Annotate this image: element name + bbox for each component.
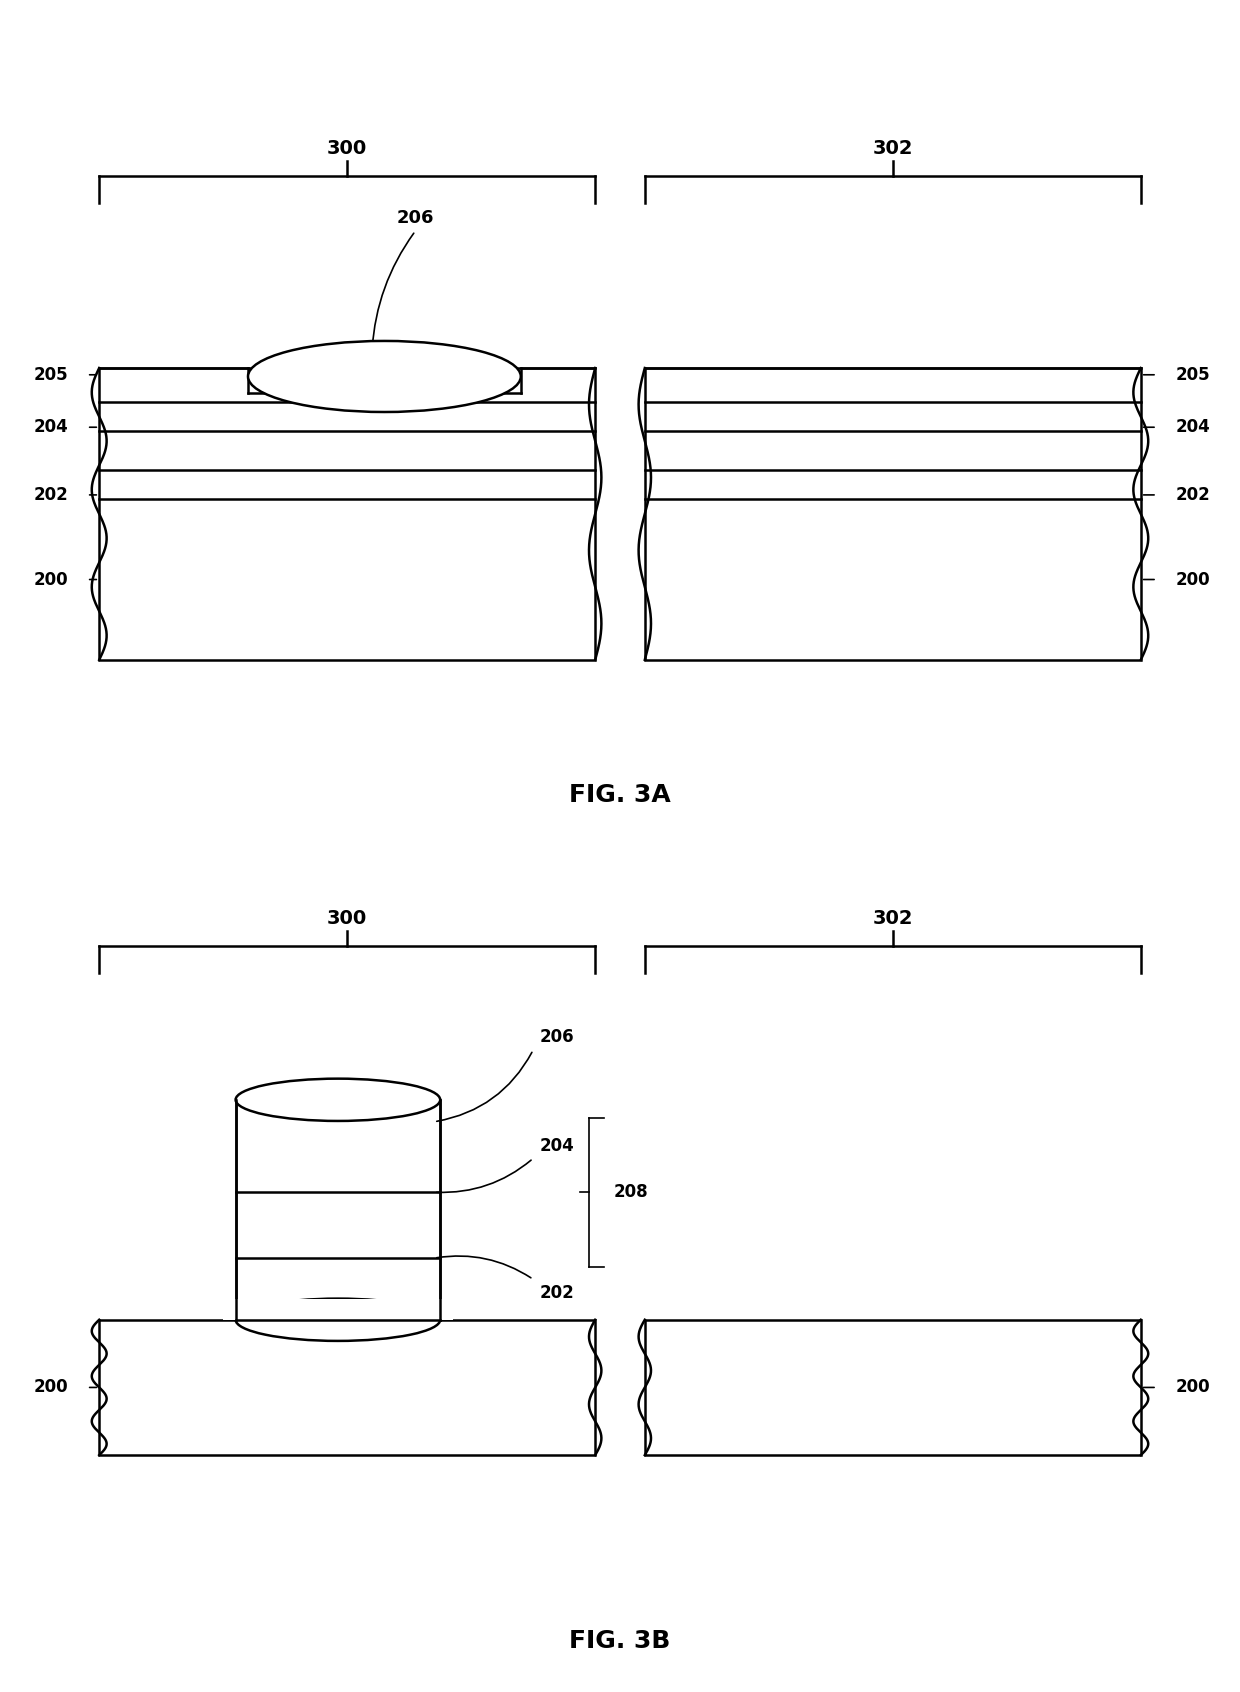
Ellipse shape bbox=[236, 1299, 440, 1340]
Text: 300: 300 bbox=[327, 909, 367, 929]
Text: 200: 200 bbox=[33, 570, 68, 589]
Text: 302: 302 bbox=[873, 909, 913, 929]
Text: 200: 200 bbox=[33, 1379, 68, 1396]
Bar bbox=[223, 1299, 453, 1320]
Text: 206: 206 bbox=[539, 1027, 574, 1046]
Text: 200: 200 bbox=[1176, 1379, 1210, 1396]
Text: FIG. 3B: FIG. 3B bbox=[569, 1629, 671, 1653]
Text: 204: 204 bbox=[33, 418, 68, 437]
Text: FIG. 3A: FIG. 3A bbox=[569, 783, 671, 807]
Text: 208: 208 bbox=[614, 1183, 649, 1201]
Ellipse shape bbox=[236, 1079, 440, 1122]
Text: 202: 202 bbox=[33, 486, 68, 504]
Text: 302: 302 bbox=[873, 139, 913, 159]
Text: 205: 205 bbox=[33, 365, 68, 384]
Text: 202: 202 bbox=[1176, 486, 1210, 504]
Bar bbox=[645, 369, 1141, 660]
Text: 300: 300 bbox=[327, 139, 367, 159]
Text: 205: 205 bbox=[1176, 365, 1210, 384]
Text: 200: 200 bbox=[1176, 570, 1210, 589]
Bar bbox=[99, 1320, 595, 1455]
Text: 206: 206 bbox=[397, 208, 434, 227]
Bar bbox=[645, 1320, 1141, 1455]
Bar bbox=[99, 369, 595, 660]
Ellipse shape bbox=[248, 342, 521, 413]
Text: 204: 204 bbox=[539, 1137, 574, 1156]
Bar bbox=[236, 1100, 440, 1320]
Text: 202: 202 bbox=[539, 1284, 574, 1301]
Text: 204: 204 bbox=[1176, 418, 1210, 437]
